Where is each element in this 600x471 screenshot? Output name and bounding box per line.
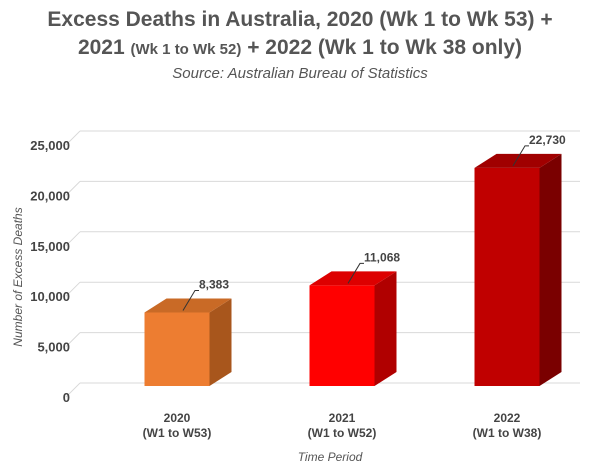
bar-top [474,153,562,168]
data-label: 22,730 [529,133,566,147]
bar-side [374,271,397,386]
data-label-leader [347,262,364,284]
y-tick-label: 0 [63,390,70,405]
gridline-depth [65,382,81,398]
x-category-label: 2022 [494,411,521,425]
y-tick-label: 20,000 [30,188,70,203]
x-category-label: (W1 to W52) [308,426,377,440]
x-category-label: 2020 [164,411,191,425]
bar-side [539,153,562,386]
gridline-depth [65,281,81,297]
data-label-leader [182,289,199,311]
data-label-leader [512,145,529,167]
bar [309,285,375,386]
chart-title-line1: Excess Deaths in Australia, 2020 (Wk 1 t… [47,8,553,31]
data-label: 11,068 [364,250,400,264]
bar-top [144,298,232,313]
x-category-label: (W1 to W53) [143,426,212,440]
bar [144,312,210,386]
y-tick-label: 25,000 [30,138,70,153]
gridline-depth [65,130,81,146]
gridline-depth [65,332,81,347]
y-tick-label: 15,000 [30,239,70,254]
x-category-label: (W1 to W38) [473,426,542,440]
chart-title-year-2021: 2021 [77,36,131,59]
chart-subtitle: Source: Australian Bureau of Statistics [172,65,428,82]
x-axis-title: Time Period [298,450,363,464]
chart-title-weeks-2021: (Wk 1 to Wk 52) [130,41,242,58]
gridline-depth [65,181,81,196]
y-tick-label: 10,000 [30,289,70,304]
x-category-label: 2021 [329,411,356,425]
bar [474,167,540,386]
gridline-depth [65,231,81,247]
chart-title-line2: 2021 (Wk 1 to Wk 52) + 2022 (Wk 1 to Wk … [0,34,600,64]
chart-title-2022: + 2022 (Wk 1 to Wk 38 only) [241,36,523,59]
y-tick-label: 5,000 [37,340,70,355]
bar-top [309,271,397,286]
bar-side [209,298,232,386]
y-axis-title: Number of Excess Deaths [11,207,25,346]
data-label: 8,383 [199,277,229,291]
chart-title-block: Excess Deaths in Australia, 2020 (Wk 1 t… [0,6,600,83]
